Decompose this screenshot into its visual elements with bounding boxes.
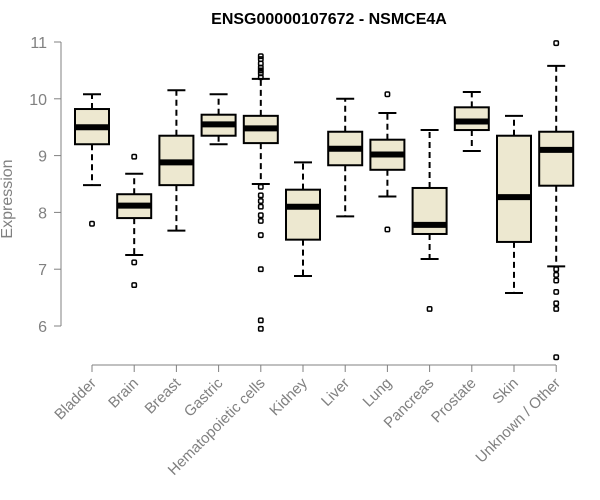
- outlier-point: [257, 198, 264, 204]
- outlier-point: [553, 288, 560, 295]
- y-tick-label: 6: [38, 319, 47, 336]
- outlier-point: [89, 220, 95, 227]
- outlier-point: [553, 266, 560, 273]
- box-group: [369, 91, 406, 233]
- x-tick-label: Liver: [318, 375, 353, 410]
- x-tick-label: Lung: [360, 375, 396, 411]
- y-tick-label: 7: [38, 262, 47, 279]
- outlier-point: [553, 354, 560, 361]
- outlier-point: [553, 300, 560, 307]
- outlier-point: [257, 317, 264, 324]
- box-group: [158, 89, 195, 232]
- outlier-point: [257, 232, 264, 239]
- iqr-box: [496, 134, 532, 243]
- y-tick-label: 9: [38, 149, 47, 166]
- chart-title: ENSG00000107672 - NSMCE4A: [211, 11, 447, 28]
- outlier-point: [257, 67, 264, 74]
- x-tick-label: Kidney: [266, 374, 311, 419]
- x-tick-label: Breast: [142, 374, 185, 417]
- x-tick-label: Bladder: [51, 375, 100, 424]
- outlier-point: [257, 212, 264, 219]
- box-group: [327, 97, 364, 218]
- outlier-point: [257, 217, 264, 224]
- box-group: [453, 90, 490, 153]
- outlier-point: [131, 259, 138, 266]
- y-axis-ticks: 6 7 8 9 10 11: [29, 35, 61, 336]
- iqr-box: [538, 130, 575, 187]
- x-tick-label: Prostate: [428, 375, 480, 427]
- outlier-point: [257, 60, 264, 67]
- outlier-point: [553, 277, 560, 284]
- outlier-point: [426, 306, 433, 312]
- box-group: [285, 161, 321, 278]
- y-tick-label: 11: [30, 35, 47, 52]
- outlier-point: [257, 266, 264, 273]
- outlier-point: [131, 282, 138, 289]
- outlier-point: [257, 192, 264, 199]
- iqr-box: [285, 188, 321, 241]
- outlier-point: [257, 70, 264, 77]
- outlier-point: [384, 226, 391, 233]
- box-group: [538, 40, 575, 361]
- box-group: [74, 93, 110, 227]
- box-group: [200, 93, 237, 146]
- outlier-point: [553, 271, 560, 278]
- box-group: [116, 153, 153, 289]
- box-group: [242, 53, 279, 332]
- outlier-point: [553, 40, 560, 47]
- outlier-point: [553, 306, 560, 312]
- outlier-point: [131, 153, 138, 160]
- box-group: [496, 114, 532, 295]
- y-axis-title: Expression: [0, 159, 16, 238]
- outlier-point: [384, 91, 391, 98]
- x-tick-label: Skin: [489, 375, 522, 408]
- outlier-point: [257, 53, 264, 60]
- outlier-point: [257, 203, 264, 210]
- outlier-point: [257, 56, 264, 62]
- outlier-point: [257, 183, 264, 190]
- y-tick-label: 10: [29, 92, 47, 109]
- x-tick-label: Brain: [105, 375, 142, 412]
- box-series: [74, 40, 575, 361]
- y-tick-label: 8: [38, 205, 47, 222]
- box-group: [411, 129, 448, 312]
- outlier-point: [257, 325, 264, 332]
